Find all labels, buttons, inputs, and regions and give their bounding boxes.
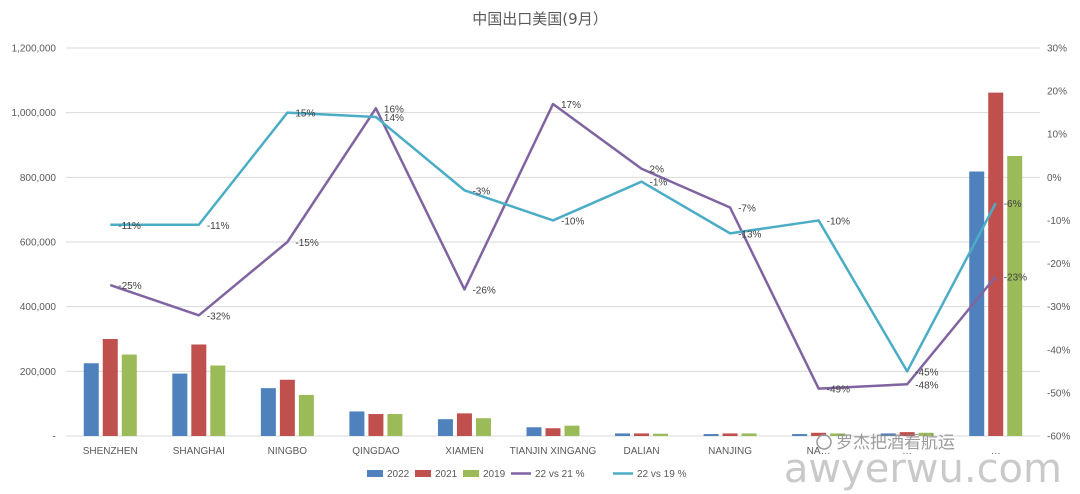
y-left-tick-label: 1,000,000: [12, 108, 57, 119]
bar: [918, 432, 934, 436]
data-label: -11%: [207, 221, 230, 232]
x-tick-label: TIANJIN XINGANG: [510, 446, 597, 457]
y-right-tick-label: 10%: [1047, 130, 1067, 141]
data-label: -45%: [915, 367, 938, 378]
data-label: -15%: [295, 238, 318, 249]
data-label: -6%: [1004, 199, 1022, 210]
series-line: [109, 102, 997, 390]
legend-label: 22 vs 19 %: [637, 469, 687, 480]
data-label: -32%: [207, 311, 230, 322]
data-label: 15%: [295, 109, 315, 120]
bar: [899, 432, 915, 436]
legend-label: 2021: [435, 469, 458, 480]
y-left-tick-label: 600,000: [20, 238, 57, 249]
x-tick-label: NANJING: [708, 446, 752, 457]
y-right-tick-label: -20%: [1047, 259, 1070, 270]
data-label: 14%: [384, 113, 404, 124]
bar: [368, 414, 384, 436]
data-label: 2%: [650, 165, 665, 176]
y-left-tick-label: 1,200,000: [12, 44, 57, 55]
bar: [969, 171, 985, 436]
bar: [475, 418, 491, 436]
watermark-url: awyerwu.com: [784, 446, 1062, 492]
data-label: -26%: [472, 285, 495, 296]
watermark-text: 罗杰把酒看航运: [836, 433, 955, 453]
x-tick-label: NA…: [807, 446, 831, 457]
data-label: -49%: [827, 385, 850, 396]
x-tick-label: …: [902, 446, 912, 457]
bar: [792, 434, 808, 436]
y-right-tick-label: -30%: [1047, 302, 1070, 313]
bar: [191, 344, 207, 436]
data-label: -11%: [118, 221, 141, 232]
legend-label: 22 vs 21 %: [535, 469, 585, 480]
y-left-tick-label: 800,000: [20, 173, 57, 184]
bar: [1007, 155, 1023, 436]
data-label: -10%: [561, 216, 584, 227]
bar: [526, 427, 542, 436]
bar: [387, 414, 403, 436]
legend-label: 2019: [483, 469, 506, 480]
y-right-tick-label: 30%: [1047, 44, 1067, 55]
bar: [830, 433, 846, 436]
bar: [102, 339, 118, 436]
legend-label: 2022: [387, 469, 410, 480]
x-tick-label: SHENZHEN: [83, 446, 138, 457]
x-tick-label: QINGDAO: [352, 446, 399, 457]
bar: [349, 411, 365, 436]
y-right-tick-label: 20%: [1047, 87, 1067, 98]
data-label: -3%: [472, 186, 490, 197]
bar: [811, 432, 827, 436]
data-label: -7%: [738, 204, 756, 215]
bar: [121, 354, 137, 436]
watermark-logo-icon: [816, 434, 832, 450]
legend-swatch: [415, 470, 431, 477]
x-tick-label: …: [991, 446, 1001, 457]
x-tick-label: NINGBO: [268, 446, 308, 457]
chart-title: 中国出口美国(9月）: [472, 10, 607, 28]
y-left-tick-label: -: [53, 432, 56, 443]
y-left-tick-label: 200,000: [20, 367, 57, 378]
bar: [545, 428, 561, 436]
x-tick-label: XIAMEN: [445, 446, 483, 457]
y-right-tick-label: -50%: [1047, 388, 1070, 399]
bar: [880, 433, 896, 436]
legend-swatch: [367, 470, 383, 477]
bar: [653, 433, 669, 436]
y-right-tick-label: -10%: [1047, 216, 1070, 227]
data-label: 16%: [384, 104, 404, 115]
y-left-tick-label: 400,000: [20, 302, 57, 313]
bar: [741, 433, 757, 436]
bar: [260, 388, 276, 436]
bar: [210, 365, 226, 436]
data-label: -10%: [827, 216, 850, 227]
bar: [703, 434, 719, 436]
data-label: -25%: [118, 281, 141, 292]
data-label: -13%: [738, 229, 761, 240]
y-right-tick-label: -60%: [1047, 432, 1070, 443]
data-label: 17%: [561, 100, 581, 111]
x-tick-label: DALIAN: [623, 446, 659, 457]
bar: [172, 373, 188, 436]
data-label: -23%: [1004, 272, 1027, 283]
bar: [83, 363, 99, 436]
bar: [564, 425, 580, 436]
data-label: -1%: [650, 178, 668, 189]
bar: [298, 394, 314, 436]
bar: [456, 413, 472, 436]
series-line: [110, 111, 997, 373]
bar: [437, 419, 453, 436]
bar: [615, 433, 631, 436]
y-right-tick-label: 0%: [1047, 173, 1062, 184]
bar: [634, 433, 650, 436]
data-label: -48%: [915, 380, 938, 391]
bar: [722, 433, 738, 436]
y-right-tick-label: -40%: [1047, 345, 1070, 356]
bar: [279, 379, 295, 436]
legend-swatch: [463, 470, 479, 477]
bar: [988, 92, 1004, 437]
x-tick-label: SHANGHAI: [173, 446, 225, 457]
